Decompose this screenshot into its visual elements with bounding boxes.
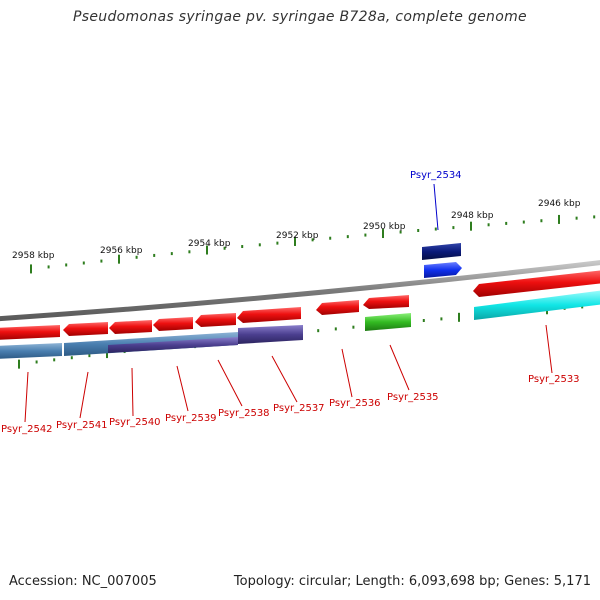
gene-track-cyan[interactable] — [474, 290, 600, 320]
gene-label-psyr-2536[interactable]: Psyr_2536 — [329, 398, 381, 409]
gene-label-psyr-2537[interactable]: Psyr_2537 — [273, 403, 325, 414]
genome-title: Pseudomonas syringae pv. syringae B728a,… — [73, 9, 527, 25]
gene-psyr-2539-arrow[interactable] — [153, 317, 193, 331]
callout-psyr-2538 — [217, 359, 243, 407]
gene-psyr-2542-arrow[interactable] — [0, 325, 60, 340]
callout-psyr-2536 — [341, 348, 353, 398]
kbp-label-2952: 2952 kbp — [276, 231, 319, 241]
gene-psyr-2541-arrow[interactable] — [63, 322, 108, 336]
gene-psyr-2534-arrow-lower[interactable] — [424, 262, 462, 278]
gene-label-psyr-2541[interactable]: Psyr_2541 — [56, 420, 108, 431]
gene-label-psyr-2535[interactable]: Psyr_2535 — [387, 392, 439, 403]
callout-psyr-2539 — [176, 365, 189, 412]
callout-lines — [24, 183, 553, 423]
gene-psyr-2536-arrow[interactable] — [316, 300, 359, 315]
gene-track-green[interactable] — [365, 313, 411, 331]
kbp-tick-marks — [30, 214, 596, 274]
kbp-label-2946: 2946 kbp — [538, 199, 581, 209]
gene-track-steel-a[interactable] — [0, 343, 62, 359]
gene-track-purple-b[interactable] — [238, 325, 303, 344]
kbp-scale-labels: 2958 kbp 2956 kbp 2954 kbp 2952 kbp 2950… — [12, 199, 581, 261]
kbp-label-2948: 2948 kbp — [451, 211, 494, 221]
gene-label-psyr-2538[interactable]: Psyr_2538 — [218, 408, 270, 419]
callout-psyr-2540 — [131, 367, 134, 417]
gene-label-psyr-2534[interactable]: Psyr_2534 — [410, 170, 462, 181]
kbp-label-2950: 2950 kbp — [363, 222, 406, 232]
gene-psyr-2533-arrow[interactable] — [473, 270, 600, 297]
gene-label-psyr-2539[interactable]: Psyr_2539 — [165, 413, 217, 424]
gene-psyr-2538-arrow[interactable] — [195, 313, 236, 327]
gene-track-purple-a[interactable] — [108, 337, 238, 353]
reverse-strand-genes — [0, 270, 600, 359]
forward-strand-genes — [422, 243, 462, 278]
gene-label-psyr-2533[interactable]: Psyr_2533 — [528, 374, 580, 385]
gene-psyr-2534-arrow[interactable] — [422, 243, 461, 260]
kbp-label-2954: 2954 kbp — [188, 239, 231, 249]
genome-backbone — [0, 260, 600, 322]
gene-label-psyr-2542[interactable]: Psyr_2542 — [1, 424, 53, 435]
kbp-label-2958: 2958 kbp — [12, 251, 55, 261]
callout-psyr-2535 — [389, 344, 410, 391]
kbp-label-2956: 2956 kbp — [100, 246, 143, 256]
callout-psyr-2541 — [79, 371, 89, 419]
gene-psyr-2535-arrow[interactable] — [363, 295, 409, 309]
genome-stats-text: Topology: circular; Length: 6,093,698 bp… — [233, 574, 591, 589]
gene-psyr-2537-arrow[interactable] — [237, 307, 301, 323]
callout-psyr-2533 — [545, 324, 553, 374]
gene-psyr-2540-arrow[interactable] — [109, 320, 152, 334]
callout-psyr-2537 — [271, 355, 298, 403]
gene-label-psyr-2540[interactable]: Psyr_2540 — [109, 417, 161, 428]
callout-psyr-2534 — [433, 183, 439, 231]
accession-text: Accession: NC_007005 — [9, 574, 157, 589]
gene-labels: Psyr_2534 Psyr_2542 Psyr_2541 Psyr_2540 … — [1, 170, 580, 435]
callout-psyr-2542 — [24, 371, 29, 423]
